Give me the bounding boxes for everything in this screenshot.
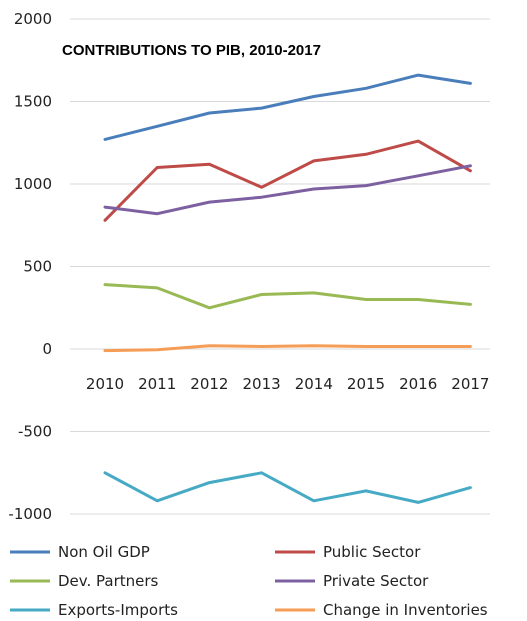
- data-point: [312, 344, 315, 347]
- data-point: [260, 345, 263, 348]
- data-point: [364, 87, 368, 90]
- data-point: [208, 306, 211, 309]
- legend-label: Exports-Imports: [58, 601, 178, 619]
- legend-label: Non Oil GDP: [58, 543, 150, 561]
- y-tick-label: 1000: [14, 175, 52, 193]
- x-tick-label: 2015: [347, 375, 385, 393]
- data-point: [417, 298, 420, 301]
- y-tick-label: 2000: [14, 10, 52, 28]
- data-point: [364, 345, 368, 348]
- data-point: [364, 153, 368, 156]
- data-point: [156, 499, 159, 502]
- data-point: [469, 303, 472, 306]
- x-tick-label: 2016: [399, 375, 437, 393]
- data-point: [260, 471, 263, 474]
- legend-label: Private Sector: [323, 572, 429, 590]
- data-point: [364, 489, 368, 493]
- legend-item: Non Oil GDP: [10, 543, 150, 561]
- data-point: [260, 196, 263, 199]
- data-point: [208, 111, 211, 115]
- legend-item: Change in Inventories: [275, 601, 488, 619]
- data-point: [469, 164, 472, 168]
- series-lines: [103, 73, 472, 504]
- y-tick-label: -1000: [8, 505, 52, 523]
- data-point: [156, 286, 159, 290]
- data-point: [260, 186, 263, 189]
- data-point: [103, 283, 107, 286]
- y-axis-tick-labels: 2000 1500 1000 500 0 -500 -1000: [8, 10, 52, 523]
- data-point: [364, 298, 368, 301]
- data-point: [156, 125, 159, 128]
- data-point: [103, 471, 107, 474]
- data-point: [156, 166, 159, 169]
- data-point: [469, 345, 472, 348]
- data-point: [312, 187, 315, 191]
- data-point: [312, 499, 315, 502]
- data-point: [417, 174, 420, 177]
- gridlines: [70, 18, 490, 515]
- data-point: [260, 293, 263, 296]
- x-tick-label: 2010: [86, 375, 124, 393]
- series-line-private-sector: [103, 164, 472, 216]
- legend-label: Change in Inventories: [323, 601, 488, 619]
- data-point: [312, 291, 315, 295]
- data-point: [103, 138, 107, 141]
- x-tick-label: 2013: [243, 375, 281, 393]
- data-point: [417, 501, 420, 504]
- data-point: [417, 139, 420, 143]
- legend-item: Exports-Imports: [10, 601, 178, 619]
- x-axis-tick-labels: 2010 2011 2012 2013 2014 2015 2016 2017: [86, 375, 490, 393]
- legend: Non Oil GDP Public Sector Dev. Partners Pri…: [10, 543, 488, 619]
- series-line-exports-imports: [103, 471, 472, 504]
- x-tick-label: 2014: [295, 375, 333, 393]
- data-point: [208, 200, 211, 204]
- chart-title: CONTRIBUTIONS TO PIB, 2010-2017: [62, 42, 321, 59]
- data-point: [312, 95, 315, 98]
- data-point: [208, 481, 211, 484]
- data-point: [417, 345, 420, 348]
- data-point: [156, 348, 159, 352]
- y-tick-label: -500: [18, 423, 52, 441]
- y-tick-label: 500: [23, 258, 52, 276]
- data-point: [103, 219, 107, 222]
- legend-label: Public Sector: [323, 543, 421, 561]
- legend-item: Public Sector: [275, 543, 421, 561]
- y-tick-label: 0: [42, 340, 52, 358]
- series-line-dev-partners: [103, 283, 472, 310]
- data-point: [103, 205, 107, 209]
- x-tick-label: 2012: [190, 375, 228, 393]
- data-point: [260, 106, 263, 110]
- x-tick-label: 2017: [451, 375, 489, 393]
- y-tick-label: 1500: [14, 93, 52, 111]
- data-point: [364, 184, 368, 187]
- data-point: [156, 212, 159, 215]
- data-point: [469, 82, 472, 85]
- series-line-change-in-inventories: [103, 344, 472, 353]
- data-point: [469, 486, 472, 489]
- data-point: [469, 169, 472, 172]
- series-line-public-sector: [103, 139, 472, 222]
- series-line-non-oil-gdp: [103, 73, 472, 141]
- data-point: [312, 159, 315, 163]
- data-point: [208, 344, 211, 347]
- x-tick-label: 2011: [138, 375, 176, 393]
- legend-item: Private Sector: [275, 572, 429, 590]
- data-point: [417, 73, 420, 77]
- data-point: [208, 163, 211, 166]
- legend-label: Dev. Partners: [58, 572, 159, 590]
- data-point: [103, 349, 107, 352]
- legend-item: Dev. Partners: [10, 572, 159, 590]
